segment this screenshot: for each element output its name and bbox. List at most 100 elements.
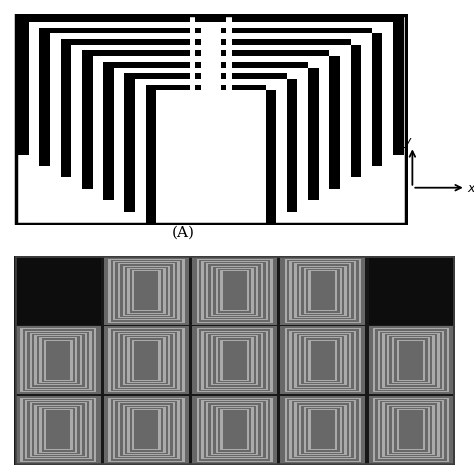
Bar: [369, 396, 453, 464]
Bar: [30, 402, 87, 403]
Bar: [70, 409, 73, 450]
Bar: [16, 257, 100, 325]
Bar: [397, 409, 399, 450]
Bar: [206, 402, 209, 457]
Bar: [82, 56, 92, 189]
Bar: [18, 16, 404, 22]
Bar: [265, 330, 268, 390]
Bar: [109, 328, 184, 329]
Bar: [39, 407, 77, 408]
Bar: [265, 91, 276, 223]
Bar: [309, 449, 337, 450]
Bar: [132, 409, 161, 410]
Bar: [128, 268, 130, 314]
Bar: [44, 380, 73, 381]
Bar: [373, 398, 375, 462]
Bar: [39, 382, 77, 383]
Bar: [216, 407, 254, 408]
Bar: [118, 402, 120, 457]
Bar: [177, 330, 180, 390]
Bar: [428, 407, 430, 453]
Bar: [383, 387, 439, 388]
Bar: [18, 22, 29, 155]
Bar: [197, 461, 273, 462]
Bar: [30, 387, 87, 388]
Bar: [339, 337, 342, 383]
Bar: [168, 265, 170, 316]
Bar: [190, 79, 195, 91]
Bar: [290, 458, 356, 459]
Bar: [128, 337, 130, 383]
Bar: [383, 333, 439, 334]
Bar: [251, 407, 254, 453]
Bar: [309, 310, 337, 311]
Bar: [35, 405, 82, 406]
Bar: [294, 456, 351, 457]
Bar: [168, 405, 170, 455]
Bar: [44, 409, 73, 410]
Bar: [285, 328, 287, 392]
Bar: [128, 452, 165, 453]
Bar: [109, 398, 184, 399]
Bar: [109, 391, 184, 392]
Bar: [309, 409, 337, 410]
Bar: [20, 461, 96, 462]
Bar: [299, 265, 346, 267]
Bar: [447, 398, 449, 462]
Bar: [192, 396, 277, 464]
Bar: [25, 400, 91, 401]
Bar: [304, 382, 342, 383]
Bar: [216, 268, 218, 314]
Bar: [221, 39, 351, 45]
Bar: [285, 259, 287, 323]
Bar: [132, 310, 161, 311]
Bar: [123, 265, 125, 316]
Bar: [20, 398, 23, 462]
Bar: [304, 337, 306, 383]
Bar: [197, 259, 199, 323]
Bar: [25, 330, 91, 332]
Bar: [299, 315, 346, 316]
Bar: [299, 405, 346, 406]
Bar: [109, 461, 184, 462]
Bar: [392, 407, 394, 453]
Bar: [39, 33, 50, 166]
Bar: [103, 62, 201, 68]
Bar: [392, 382, 430, 383]
Bar: [163, 337, 165, 383]
Bar: [344, 265, 346, 316]
Bar: [265, 261, 268, 320]
Bar: [20, 391, 96, 392]
Bar: [354, 261, 356, 320]
Bar: [256, 335, 258, 385]
Bar: [104, 326, 189, 394]
Bar: [299, 405, 301, 455]
Bar: [294, 387, 351, 388]
Bar: [256, 265, 258, 316]
Bar: [75, 337, 77, 383]
Bar: [89, 330, 91, 390]
Bar: [197, 398, 199, 462]
Bar: [201, 400, 268, 401]
Bar: [206, 263, 263, 264]
Bar: [373, 391, 449, 392]
Bar: [192, 326, 277, 394]
Bar: [118, 333, 175, 334]
Text: (A): (A): [172, 226, 195, 239]
Bar: [123, 335, 170, 336]
Bar: [30, 456, 87, 457]
Bar: [227, 0, 232, 33]
Bar: [220, 310, 249, 311]
Bar: [373, 328, 375, 392]
Bar: [35, 405, 37, 455]
Bar: [309, 270, 311, 311]
Bar: [118, 333, 120, 388]
Bar: [132, 380, 161, 381]
Bar: [285, 259, 361, 260]
Bar: [387, 384, 435, 385]
Bar: [423, 339, 425, 381]
Bar: [393, 22, 404, 155]
Bar: [290, 400, 356, 401]
Bar: [211, 265, 213, 316]
Bar: [128, 382, 165, 383]
